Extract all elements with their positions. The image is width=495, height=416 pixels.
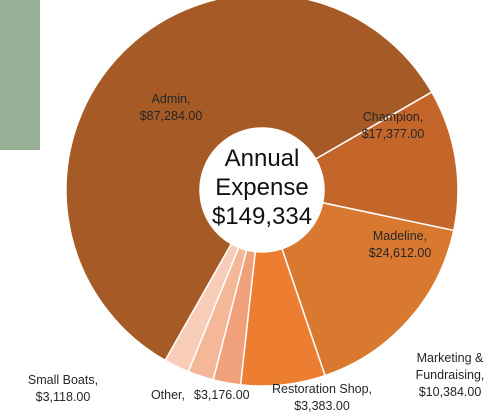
value-label: $3,118.00 [36, 390, 91, 404]
value-label: $87,284.00 [140, 109, 203, 123]
category-label: Other, [151, 388, 185, 402]
donut-hole [200, 128, 324, 252]
category-label: Restoration Shop, [272, 382, 372, 396]
category-label: Marketing & Fundraising, [416, 351, 485, 382]
category-label: Champion, [363, 110, 423, 124]
category-label: Admin, [152, 92, 191, 106]
value-label: $3,176.00 [194, 388, 250, 402]
value-label: $24,612.00 [369, 246, 432, 260]
category-label: Small Boats, [28, 373, 98, 387]
value-label: $3,383.00 [294, 399, 350, 413]
slices [65, 0, 459, 387]
category-line: Marketing & [417, 351, 484, 365]
value-label: $17,377.00 [362, 127, 425, 141]
center-label: $149,334 [211, 203, 313, 230]
labels: Admin, $87,284.00 Champion, $17,377.00 Madel… [28, 92, 484, 413]
category-line: Fundraising, [416, 368, 485, 382]
side-panel [0, 0, 40, 150]
chart-title: Annual Expense [215, 145, 309, 201]
value-label: $10,384.00 [419, 385, 482, 399]
category-label: Madeline, [373, 229, 427, 243]
